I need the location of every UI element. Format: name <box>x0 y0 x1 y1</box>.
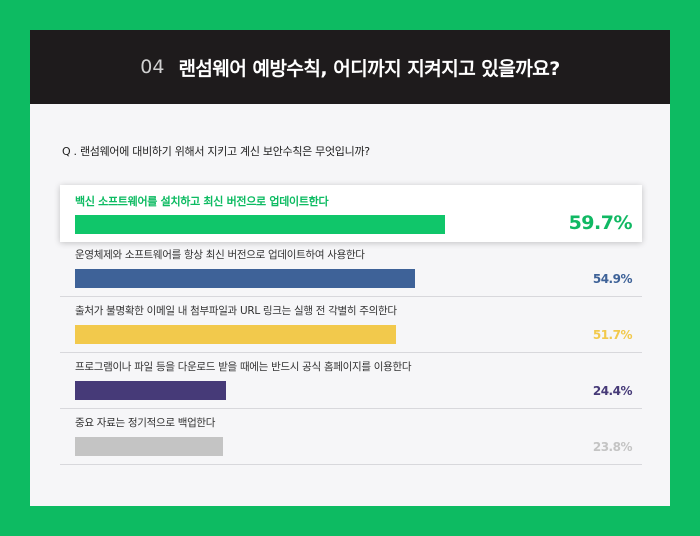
bar-chart: 백신 소프트웨어를 설치하고 최신 버전으로 업데이트한다 59.7% 운영체제와 … <box>30 30 670 506</box>
bar-value-label: 59.7% <box>568 212 633 234</box>
header-bar: 04 랜섬웨어 예방수칙, 어디까지 지켜지고 있을까요? <box>30 30 670 104</box>
bar-label: 중요 자료는 정기적으로 백업한다 <box>75 417 216 429</box>
survey-card: 04 랜섬웨어 예방수칙, 어디까지 지켜지고 있을까요? Q . 랜섬웨어에 … <box>30 30 670 506</box>
bar <box>75 325 396 344</box>
bar-row: 백신 소프트웨어를 설치하고 최신 버전으로 업데이트한다 59.7% <box>60 185 642 242</box>
question-text: Q . 랜섬웨어에 대비하기 위해서 지키고 계신 보안수칙은 무엇입니까? <box>62 145 370 158</box>
bar-label: 운영체제와 소프트웨어를 항상 최신 버전으로 업데이트하여 사용한다 <box>75 249 365 261</box>
bar-label: 백신 소프트웨어를 설치하고 최신 버전으로 업데이트한다 <box>75 195 329 208</box>
bar-value-label: 24.4% <box>592 384 633 398</box>
section-number: 04 <box>140 56 165 78</box>
bar-row: 중요 자료는 정기적으로 백업한다 23.8% <box>60 409 642 465</box>
bar-value-label: 23.8% <box>592 440 633 454</box>
bar-value-label: 51.7% <box>592 328 633 342</box>
bar <box>75 437 223 456</box>
header-title: 랜섬웨어 예방수칙, 어디까지 지켜지고 있을까요? <box>178 57 560 80</box>
bar <box>75 381 226 400</box>
bar-row: 출처가 불명확한 이메일 내 첨부파일과 URL 링크는 실행 전 각별히 주의… <box>60 297 642 353</box>
bar-row: 프로그램이나 파일 등을 다운로드 받을 때에는 반드시 공식 홈페이지를 이용… <box>60 353 642 409</box>
bar-row: 운영체제와 소프트웨어를 항상 최신 버전으로 업데이트하여 사용한다 54.9% <box>60 241 642 297</box>
bar <box>75 215 445 234</box>
bar <box>75 269 415 288</box>
bar-label: 프로그램이나 파일 등을 다운로드 받을 때에는 반드시 공식 홈페이지를 이용… <box>75 361 412 373</box>
bar-label: 출처가 불명확한 이메일 내 첨부파일과 URL 링크는 실행 전 각별히 주의… <box>75 305 397 317</box>
bar-value-label: 54.9% <box>592 272 633 286</box>
